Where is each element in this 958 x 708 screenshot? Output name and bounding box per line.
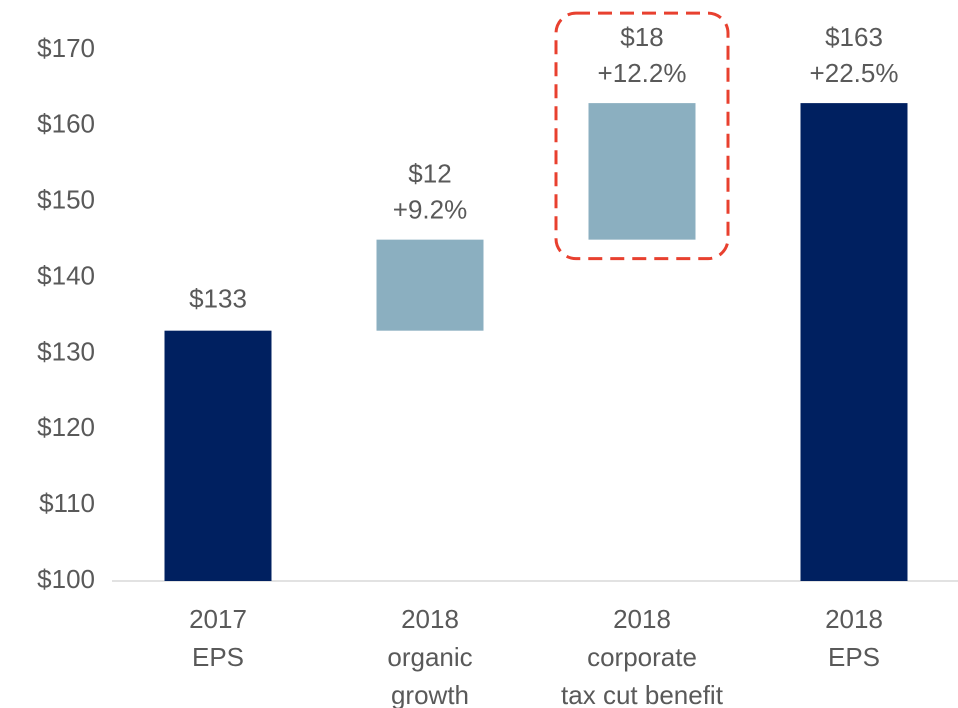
x-tick-label: 2018	[401, 604, 459, 634]
change-label: +12.2%	[598, 58, 687, 88]
y-tick-label: $140	[37, 260, 95, 290]
x-tick-label: corporate	[587, 642, 697, 672]
change-label: +9.2%	[393, 195, 467, 225]
x-tick-label: EPS	[192, 642, 244, 672]
x-tick-label: tax cut benefit	[561, 680, 724, 708]
x-tick-label: 2018	[825, 604, 883, 634]
bar	[376, 239, 484, 331]
y-tick-label: $160	[37, 109, 95, 139]
value-label: $163	[825, 22, 883, 52]
x-tick-label: EPS	[828, 642, 880, 672]
x-tick-label: growth	[391, 680, 469, 708]
bar	[588, 103, 696, 240]
value-label: $12	[408, 159, 451, 189]
x-tick-label: organic	[387, 642, 472, 672]
y-tick-label: $100	[37, 564, 95, 594]
y-tick-label: $130	[37, 336, 95, 366]
y-tick-label: $150	[37, 185, 95, 215]
y-tick-label: $120	[37, 412, 95, 442]
value-label: $18	[620, 22, 663, 52]
x-tick-label: 2017	[189, 604, 247, 634]
x-tick-label: 2018	[613, 604, 671, 634]
value-label: $133	[189, 284, 247, 314]
bar	[800, 103, 908, 581]
y-tick-label: $110	[39, 488, 95, 518]
y-tick-label: $170	[37, 33, 95, 63]
change-label: +22.5%	[810, 58, 899, 88]
highlight-box	[554, 11, 730, 261]
bar	[164, 330, 272, 581]
